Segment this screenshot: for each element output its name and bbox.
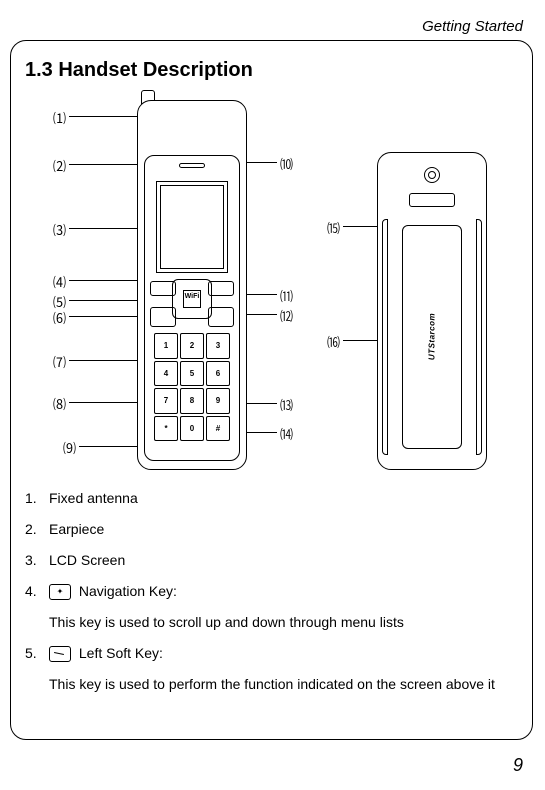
page-header: Getting Started bbox=[422, 18, 523, 35]
callout-8: ⑻ bbox=[53, 394, 66, 413]
key-5: 5 bbox=[180, 361, 204, 387]
list-sub: This key is used to scroll up and down t… bbox=[49, 612, 518, 633]
key-7: 7 bbox=[154, 388, 178, 414]
nav-key-icon: ✦ bbox=[49, 584, 71, 600]
back-brand-label: UTStarcom bbox=[428, 313, 437, 360]
callout-6: ⑹ bbox=[53, 308, 66, 327]
key-2: 2 bbox=[180, 333, 204, 359]
key-6: 6 bbox=[206, 361, 230, 387]
callout-15: ⒂ bbox=[327, 218, 340, 237]
list-label: Left Soft Key: bbox=[79, 645, 163, 661]
navpad-shape: WiFi bbox=[172, 279, 212, 319]
list-label-with-icon: Left Soft Key: bbox=[49, 643, 518, 664]
callout-11: ⑾ bbox=[280, 286, 293, 305]
list-item: 5. Left Soft Key: bbox=[25, 643, 518, 664]
key-star: * bbox=[154, 416, 178, 442]
callout-9: ⑼ bbox=[63, 438, 76, 457]
left-softkey-icon bbox=[49, 646, 71, 662]
end-key-shape bbox=[208, 307, 234, 327]
key-8: 8 bbox=[180, 388, 204, 414]
callout-2: ⑵ bbox=[53, 156, 66, 175]
earpiece-shape bbox=[179, 163, 205, 168]
page-number: 9 bbox=[513, 755, 523, 776]
back-side-right bbox=[476, 219, 482, 455]
list-num: 4. bbox=[25, 581, 49, 602]
list-num: 1. bbox=[25, 488, 49, 509]
call-key-shape bbox=[150, 307, 176, 327]
keypad: 1 2 3 4 5 6 7 8 9 * 0 # bbox=[154, 333, 230, 441]
handset-diagram: ⑴ ⑵ ⑶ ⑷ ⑸ ⑹ ⑺ ⑻ ⑼ ⑽ ⑾ ⑿ ⒀ ⒁ ⒂ ⒃ bbox=[25, 92, 518, 482]
list-num: 3. bbox=[25, 550, 49, 571]
list-label: LCD Screen bbox=[49, 550, 518, 571]
callout-12: ⑿ bbox=[280, 306, 293, 325]
key-3: 3 bbox=[206, 333, 230, 359]
back-slot-shape bbox=[409, 193, 455, 207]
description-list: 1. Fixed antenna 2. Earpiece 3. LCD Scre… bbox=[25, 488, 518, 695]
list-num: 2. bbox=[25, 519, 49, 540]
list-item: 3. LCD Screen bbox=[25, 550, 518, 571]
phone-back: UTStarcom bbox=[377, 152, 487, 470]
callout-10: ⑽ bbox=[280, 154, 293, 173]
callout-3: ⑶ bbox=[53, 220, 66, 239]
list-item: 1. Fixed antenna bbox=[25, 488, 518, 509]
list-label: Navigation Key: bbox=[79, 583, 177, 599]
list-label: Earpiece bbox=[49, 519, 518, 540]
callout-7: ⑺ bbox=[53, 352, 66, 371]
key-1: 1 bbox=[154, 333, 178, 359]
key-hash: # bbox=[206, 416, 230, 442]
navpad-label: WiFi bbox=[173, 293, 211, 300]
key-0: 0 bbox=[180, 416, 204, 442]
lcd-screen-shape bbox=[156, 181, 228, 273]
list-num: 5. bbox=[25, 643, 49, 664]
list-label: Fixed antenna bbox=[49, 488, 518, 509]
back-camera-shape bbox=[424, 167, 440, 183]
leader-10 bbox=[247, 162, 277, 163]
callout-16: ⒃ bbox=[327, 332, 340, 351]
content-frame: 1.3 Handset Description ⑴ ⑵ ⑶ ⑷ ⑸ ⑹ ⑺ ⑻ … bbox=[10, 40, 533, 740]
callout-14: ⒁ bbox=[280, 424, 293, 443]
key-4: 4 bbox=[154, 361, 178, 387]
callout-13: ⒀ bbox=[280, 395, 293, 414]
list-label-with-icon: ✦ Navigation Key: bbox=[49, 581, 518, 602]
key-9: 9 bbox=[206, 388, 230, 414]
list-item: 2. Earpiece bbox=[25, 519, 518, 540]
leader-1 bbox=[69, 116, 142, 117]
list-item: 4. ✦ Navigation Key: bbox=[25, 581, 518, 602]
phone-front: WiFi 1 2 3 4 5 6 7 8 9 * 0 # bbox=[137, 100, 247, 470]
back-side-left bbox=[382, 219, 388, 455]
list-sub: This key is used to perform the function… bbox=[49, 674, 518, 695]
callout-4: ⑷ bbox=[53, 272, 66, 291]
section-title: 1.3 Handset Description bbox=[25, 59, 518, 82]
callout-1: ⑴ bbox=[53, 108, 66, 127]
battery-cover-shape: UTStarcom bbox=[402, 225, 462, 449]
